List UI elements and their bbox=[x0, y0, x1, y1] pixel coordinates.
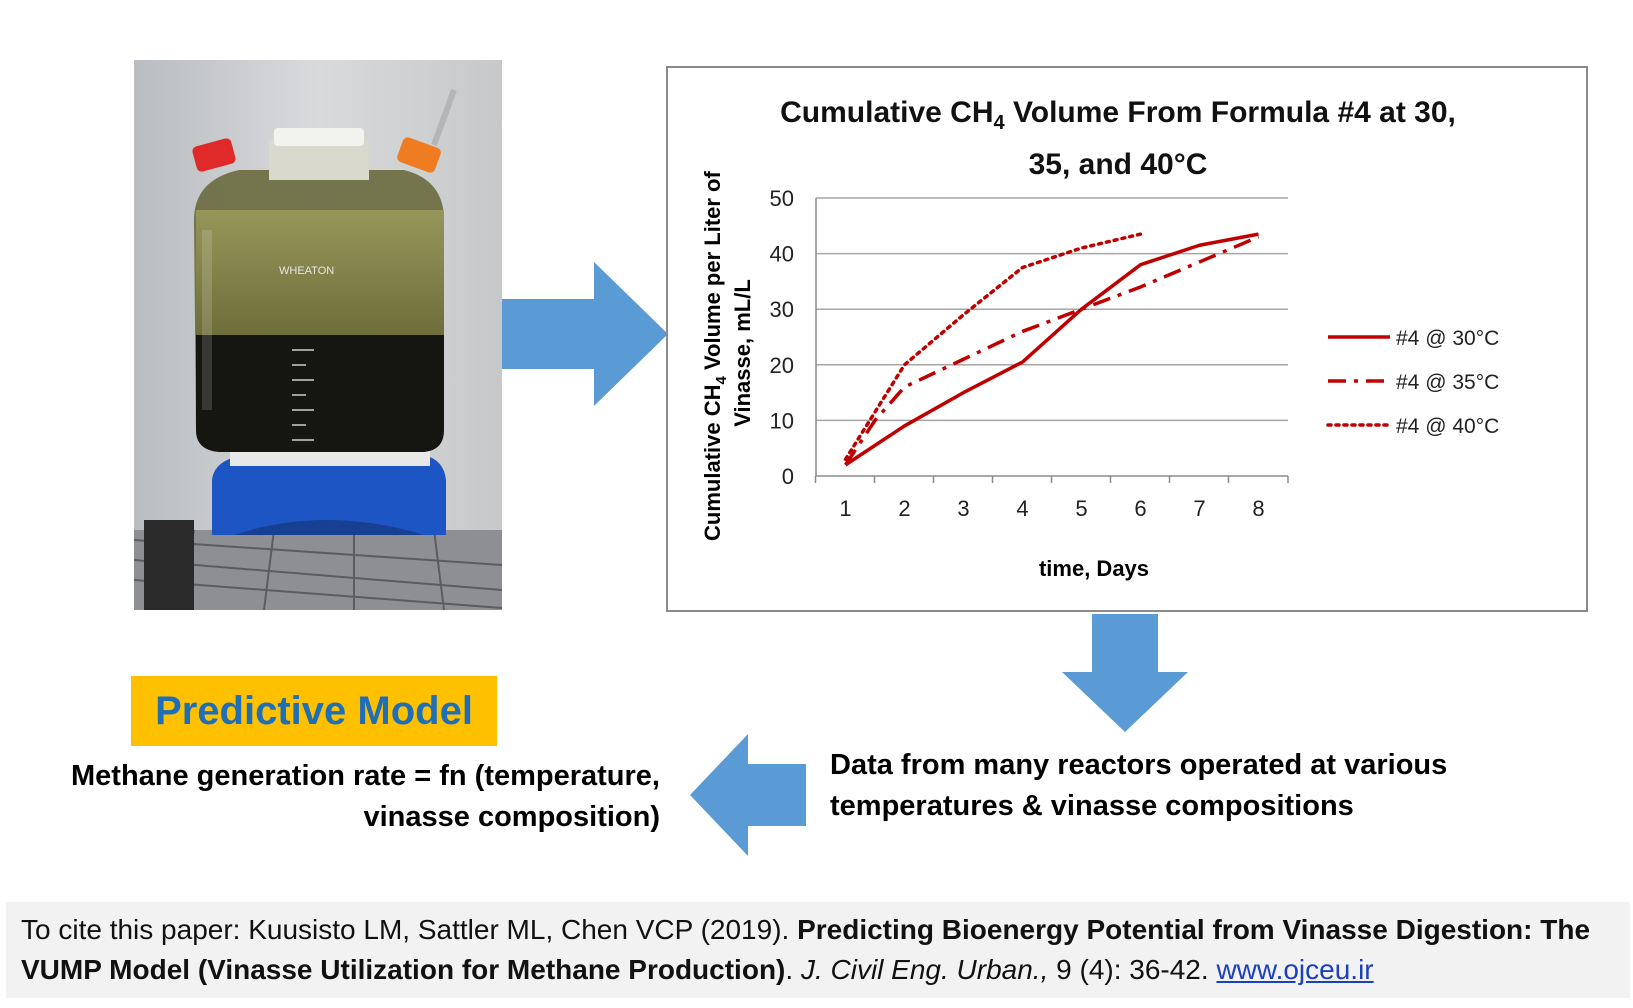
arrow-left-icon bbox=[690, 734, 806, 856]
reactor-data-text: Data from many reactors operated at vari… bbox=[830, 749, 1448, 822]
predictive-model-box: Predictive Model bbox=[131, 676, 497, 746]
y-tick-label: 50 bbox=[770, 186, 794, 211]
arrow-right-icon bbox=[502, 262, 668, 406]
x-tick-label: 1 bbox=[839, 496, 851, 521]
y-tick-label: 10 bbox=[770, 408, 794, 433]
citation-title: Predicting Bioenergy Potential from Vina… bbox=[21, 914, 1591, 985]
x-tick-label: 4 bbox=[1016, 496, 1028, 521]
predictive-model-label: Predictive Model bbox=[155, 689, 473, 733]
x-tick-label: 7 bbox=[1193, 496, 1205, 521]
citation-journal: J. Civil Eng. Urban., bbox=[800, 954, 1049, 985]
series-line bbox=[843, 232, 1143, 462]
y-tick-label: 30 bbox=[770, 297, 794, 322]
x-tick-label: 6 bbox=[1134, 496, 1146, 521]
x-axis-label: time, Days bbox=[1039, 556, 1149, 581]
y-tick-label: 0 bbox=[782, 464, 794, 489]
series-line bbox=[844, 232, 1259, 467]
reactor-photo: WHEATON bbox=[133, 60, 503, 611]
y-axis-label: Cumulative CH4 Volume per Liter of Vinas… bbox=[700, 165, 755, 541]
x-tick-label: 2 bbox=[898, 496, 910, 521]
x-tick-label: 8 bbox=[1252, 496, 1264, 521]
legend-label: #4 @ 35°C bbox=[1396, 371, 1499, 394]
chart-panel: Cumulative CH4 Volume From Formula #4 at… bbox=[666, 66, 1588, 612]
citation-bar: To cite this paper: Kuusisto LM, Sattler… bbox=[6, 902, 1630, 998]
legend-label: #4 @ 30°C bbox=[1396, 327, 1499, 350]
methane-rate-text: Methane generation rate = fn (temperatur… bbox=[71, 760, 660, 833]
legend-label: #4 @ 40°C bbox=[1396, 415, 1499, 438]
x-tick-label: 3 bbox=[957, 496, 969, 521]
jar-label: WHEATON bbox=[279, 265, 334, 277]
chart-plot: 0 10 20 30 40 50 1 2 3 4 5 6 7 8 #4 @ 30°C #4 @ 35°C #4… bbox=[700, 165, 1499, 581]
citation-text: To cite this paper: Kuusisto LM, Sattler… bbox=[21, 914, 1591, 985]
arrow-down-icon bbox=[1062, 614, 1188, 732]
x-tick-label: 5 bbox=[1075, 496, 1087, 521]
chart-title: Cumulative CH4 Volume From Formula #4 at… bbox=[780, 96, 1456, 181]
series-line bbox=[844, 235, 1260, 466]
citation-link[interactable]: www.ojceu.ir bbox=[1216, 954, 1374, 985]
y-tick-label: 40 bbox=[770, 242, 794, 267]
y-tick-label: 20 bbox=[770, 353, 794, 378]
